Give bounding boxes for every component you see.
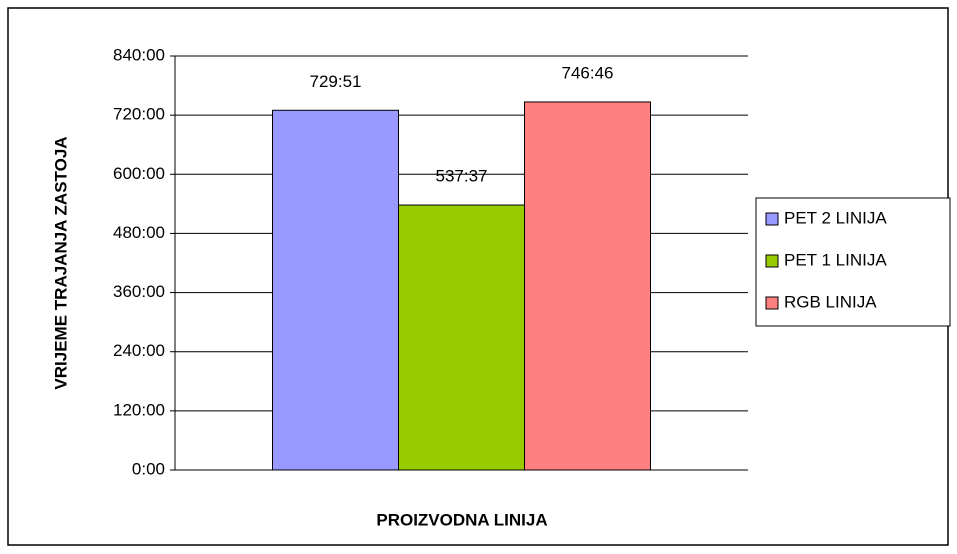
legend-label: RGB LINIJA [784,292,877,311]
bar [398,204,525,471]
y-axis-label: VRIJEME TRAJANJA ZASTOJA [51,136,70,389]
legend [755,197,951,327]
x-axis-label: PROIZVODNA LINIJA [376,510,547,529]
legend-label: PET 1 LINIJA [784,250,887,269]
y-tick-label: 240:00 [113,341,165,360]
bar [524,101,651,471]
legend-swatch [765,296,779,310]
legend-swatch [765,254,779,268]
y-tick-label: 0:00 [132,459,165,478]
y-tick-label: 720:00 [113,105,165,124]
y-tick-label: 840:00 [113,45,165,64]
value-label: 729:51 [310,72,362,91]
y-tick-label: 600:00 [113,164,165,183]
legend-label: PET 2 LINIJA [784,208,887,227]
value-label: 746:46 [562,63,614,82]
y-tick-label: 480:00 [113,223,165,242]
value-label: 537:37 [436,167,488,186]
legend-swatch [765,212,779,226]
y-tick-label: 360:00 [113,282,165,301]
y-tick-label: 120:00 [113,400,165,419]
bar [272,109,399,471]
